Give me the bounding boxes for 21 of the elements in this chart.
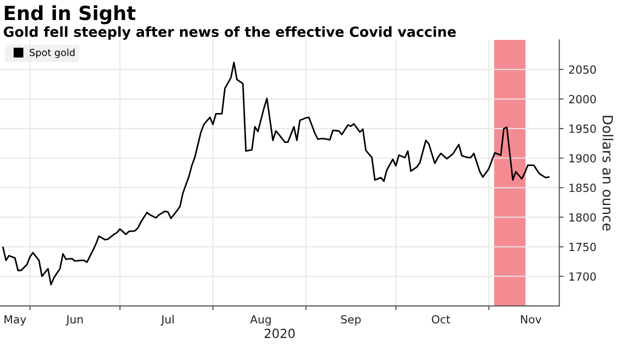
y-tick-label: 1750 xyxy=(570,242,596,252)
x-axis-title: 2020 xyxy=(264,328,295,338)
y-tick-label: 1850 xyxy=(570,184,596,192)
x-tick-label: Jun xyxy=(66,315,83,326)
y-tick-label: 1950 xyxy=(570,124,596,133)
chart-title: End in Sight xyxy=(4,5,136,24)
y-tick-label: 2050 xyxy=(569,65,596,74)
x-tick-label: May xyxy=(4,315,26,326)
x-tick-label: Sep xyxy=(341,315,361,326)
x-tick-label: Aug xyxy=(250,315,271,326)
y-tick-label: 1800 xyxy=(570,213,596,222)
y-tick-label: 1900 xyxy=(570,154,596,162)
chart-subtitle: Gold fell steeply after news of the effective Covid vaccine xyxy=(4,26,456,40)
legend-label: Spot gold xyxy=(30,48,74,58)
y-tick-label: 2000 xyxy=(569,94,596,104)
x-tick-label: Oct xyxy=(432,315,450,324)
y-tick-label: 1700 xyxy=(570,272,596,281)
x-tick-label: Jul xyxy=(160,314,174,326)
y-axis-title: Dollars an ounce xyxy=(602,116,614,231)
line-series xyxy=(2,62,550,286)
x-tick-label: Nov xyxy=(521,315,542,324)
